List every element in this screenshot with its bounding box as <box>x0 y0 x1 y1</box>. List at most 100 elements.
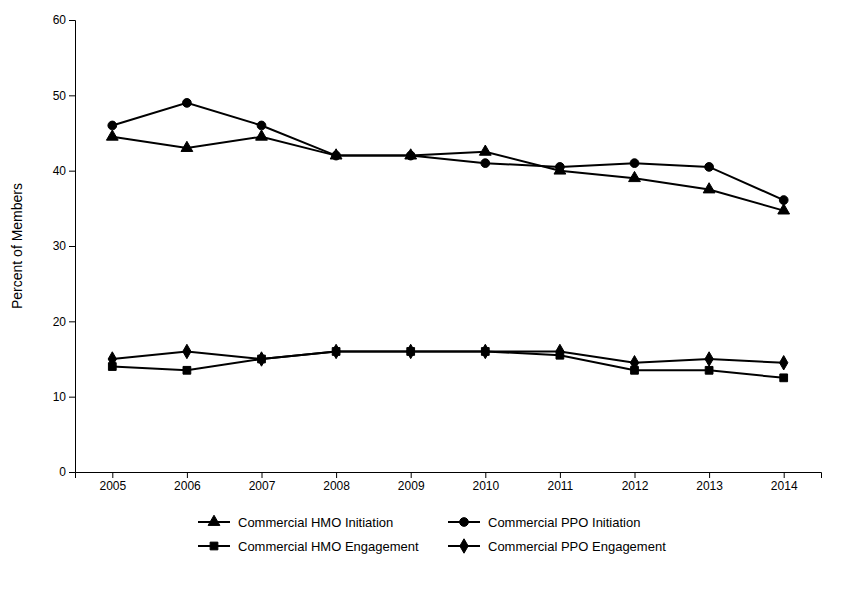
x-axis: 2005 2006 2007 2008 2009 2010 2011 2012 2013 2014 <box>76 472 822 493</box>
y-tick-mark <box>69 95 75 96</box>
series-markers <box>108 344 788 370</box>
y-tick: 20 <box>53 315 75 329</box>
y-axis-line <box>69 21 76 473</box>
point <box>407 344 415 358</box>
legend-label: Commercial HMO Initiation <box>238 515 393 530</box>
point <box>780 356 788 370</box>
x-tick-mark <box>635 472 636 478</box>
point <box>780 374 788 382</box>
x-tick-label: 2013 <box>696 479 723 493</box>
legend-swatch-marker <box>460 518 469 527</box>
point <box>630 356 638 370</box>
point <box>330 149 342 159</box>
x-tick: 2014 <box>771 472 798 493</box>
point <box>705 163 714 172</box>
x-tick: 2013 <box>696 472 723 493</box>
point <box>556 344 564 358</box>
series-line <box>112 137 783 211</box>
point <box>332 151 341 160</box>
y-axis-title: Percent of Members <box>9 183 25 309</box>
legend-label: Commercial HMO Engagement <box>238 539 419 554</box>
legend-swatch-marker <box>460 539 468 553</box>
legend-swatch-marker <box>208 515 220 525</box>
x-tick-label: 2008 <box>323 479 350 493</box>
x-axis-line <box>76 473 822 479</box>
x-tick-label: 2011 <box>547 479 573 493</box>
series-line <box>112 103 783 200</box>
point <box>705 352 713 366</box>
point <box>479 145 491 155</box>
y-tick: 10 <box>53 390 75 404</box>
series-line <box>112 351 783 377</box>
x-tick: 2006 <box>174 472 201 493</box>
point <box>183 98 192 107</box>
point <box>779 196 788 205</box>
point <box>106 130 118 140</box>
x-tick: 2012 <box>622 472 649 493</box>
legend-swatch-marker <box>210 542 218 550</box>
x-tick-mark <box>187 472 188 478</box>
x-tick-mark <box>485 472 486 478</box>
point <box>703 183 715 193</box>
x-tick-mark <box>560 472 561 478</box>
x-tick-label: 2009 <box>398 479 425 493</box>
x-tick-label: 2014 <box>771 479 798 493</box>
x-tick-mark <box>784 472 785 478</box>
legend-item: Commercial HMO Engagement <box>198 539 419 554</box>
chart: 2005200620072008200920102011201220132014… <box>0 0 851 592</box>
point <box>406 151 415 160</box>
x-tick-label: 2005 <box>99 479 126 493</box>
y-tick-label: 60 <box>53 13 67 27</box>
point <box>257 352 265 366</box>
series-group <box>106 98 789 381</box>
series-markers <box>108 348 787 382</box>
point <box>630 159 639 168</box>
point <box>332 344 340 358</box>
series-markers <box>106 130 789 214</box>
point <box>405 149 417 159</box>
x-tick: 2011 <box>547 472 573 493</box>
y-tick-label: 30 <box>53 239 67 253</box>
x-tick-label: 2007 <box>249 479 276 493</box>
point <box>108 352 116 366</box>
x-tick-mark <box>709 472 710 478</box>
y-tick-mark <box>69 321 75 322</box>
point <box>257 121 266 130</box>
x-tick-mark <box>336 472 337 478</box>
point <box>183 344 191 358</box>
y-tick-label: 50 <box>53 89 67 103</box>
y-tick: 40 <box>53 164 75 178</box>
y-tick: 30 <box>53 239 75 253</box>
y-tick: 0 <box>59 465 75 479</box>
y-tick-label: 20 <box>53 315 67 329</box>
legend-item: Commercial PPO Engagement <box>448 539 666 554</box>
point <box>481 159 490 168</box>
y-tick-mark <box>69 472 75 473</box>
point <box>181 141 193 151</box>
x-tick: 2010 <box>472 472 499 493</box>
series-line <box>112 351 783 362</box>
x-tick: 2008 <box>323 472 350 493</box>
legend-label: Commercial PPO Initiation <box>488 515 640 530</box>
y-axis: 0 10 20 30 40 50 60 <box>53 13 76 479</box>
x-tick: 2007 <box>249 472 276 493</box>
legend-item: Commercial PPO Initiation <box>448 515 640 530</box>
x-tick-label: 2010 <box>472 479 499 493</box>
y-tick: 50 <box>53 89 75 103</box>
y-tick: 60 <box>53 13 75 27</box>
y-tick-label: 0 <box>59 465 66 479</box>
x-tick-label: 2012 <box>622 479 649 493</box>
x-tick-mark <box>112 472 113 478</box>
y-tick-label: 40 <box>53 164 67 178</box>
y-tick-mark <box>69 246 75 247</box>
legend-item: Commercial HMO Initiation <box>198 515 393 530</box>
series-markers <box>108 98 788 204</box>
point <box>481 344 489 358</box>
point <box>705 366 713 374</box>
point <box>108 121 117 130</box>
point <box>183 366 191 374</box>
point <box>556 163 565 172</box>
point <box>778 204 790 214</box>
x-tick-mark <box>411 472 412 478</box>
plot-area: 2005200620072008200920102011201220132014… <box>53 13 822 492</box>
